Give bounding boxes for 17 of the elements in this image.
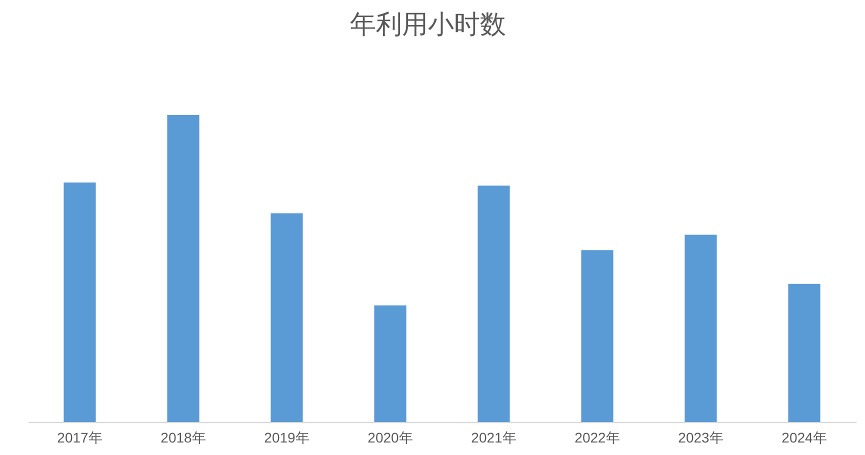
bar xyxy=(167,115,200,422)
bar xyxy=(270,213,303,422)
x-tick-label: 2024年 xyxy=(782,430,827,446)
bar xyxy=(478,186,510,422)
x-tick-label: 2017年 xyxy=(57,430,102,446)
bar xyxy=(581,250,614,422)
x-tick-label: 2022年 xyxy=(574,430,620,446)
x-tick-label: 2019年 xyxy=(264,430,310,446)
bar xyxy=(684,234,717,422)
bar xyxy=(64,182,96,422)
x-tick-label: 2020年 xyxy=(368,430,413,446)
bar xyxy=(788,284,820,422)
x-tick-label: 2023年 xyxy=(678,430,724,446)
x-tick-label: 2018年 xyxy=(160,430,206,446)
x-tick-label: 2021年 xyxy=(471,430,516,446)
chart-title: 年利用小时数 xyxy=(350,9,506,39)
bar xyxy=(374,305,406,422)
